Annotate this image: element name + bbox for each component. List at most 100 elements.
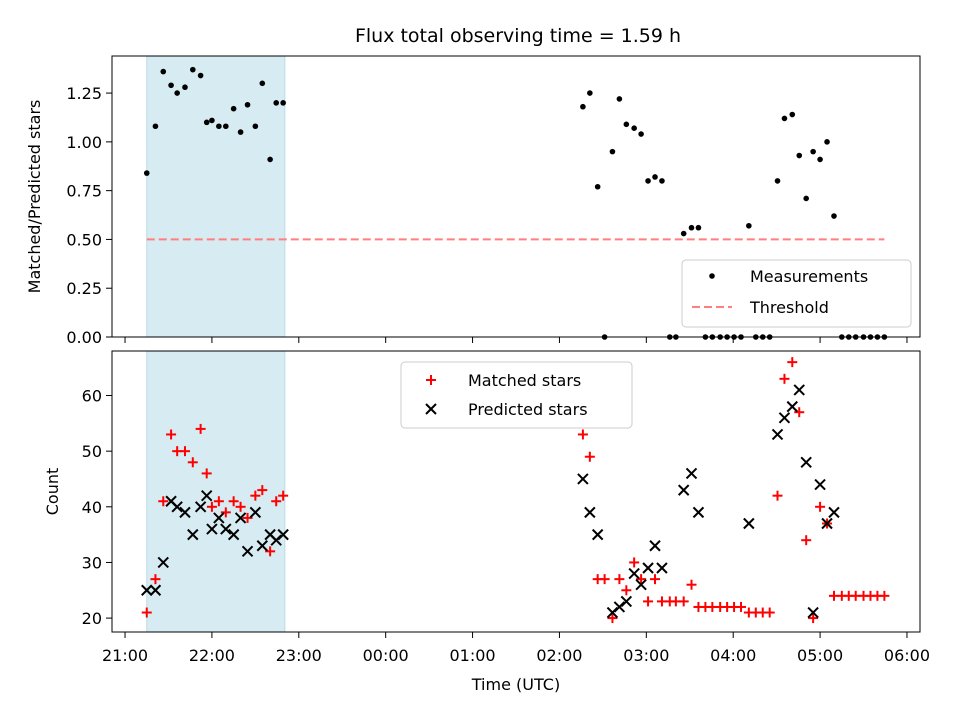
x-axis-label: Time (UTC) <box>471 675 560 694</box>
x-tick-label: 23:00 <box>276 646 322 665</box>
matched-star-point <box>815 501 826 512</box>
measurement-point <box>638 131 644 137</box>
measurement-point <box>781 115 788 122</box>
y-tick-label: 0.50 <box>66 230 102 249</box>
legend-cross <box>425 403 437 415</box>
measurement-point <box>152 123 159 130</box>
y-tick-label: 0.75 <box>66 182 102 201</box>
matched-star-point <box>808 613 819 624</box>
matched-star-point <box>201 468 212 479</box>
measurement-point <box>831 213 837 219</box>
matched-star-point <box>187 457 198 468</box>
measurement-point <box>203 119 210 126</box>
y-tick-label: 1.00 <box>66 133 102 152</box>
measurement-point <box>160 68 167 75</box>
measurement-point <box>695 224 702 231</box>
matched-star-point <box>213 496 224 507</box>
predicted-star-point <box>771 428 784 441</box>
measurement-point <box>616 96 623 102</box>
matched-star-point <box>772 490 783 501</box>
count-subplot: 20 30 40 50 60 21:00 22:00 23:00 00:00 01:00 02:0… <box>43 350 930 694</box>
bottom-observing-interval <box>146 350 286 633</box>
measurement-point <box>237 129 244 135</box>
y-tick-label: 20 <box>82 609 102 628</box>
measurement-point <box>609 148 616 155</box>
y-tick-label: 40 <box>82 498 102 517</box>
measurement-point <box>209 117 215 124</box>
x-tick-label: 01:00 <box>450 646 496 665</box>
measurement-point <box>803 195 809 202</box>
matched-star-point <box>629 557 640 568</box>
predicted-star-point <box>814 478 826 491</box>
measurement-point <box>273 100 280 106</box>
predicted-star-point <box>685 467 698 480</box>
y-tick-label: 0.25 <box>66 279 102 298</box>
matched-star-point <box>577 429 588 440</box>
x-tick-label: 00:00 <box>363 646 409 665</box>
predicted-star-point <box>778 412 791 424</box>
predicted-star-point <box>234 512 247 524</box>
predicted-star-point <box>743 517 755 530</box>
legend-label-threshold: Threshold <box>749 298 829 317</box>
measurement-point <box>774 178 781 184</box>
matched-star-point <box>250 490 261 501</box>
top-y-axis: 0.00 0.25 0.50 0.75 1.00 1.25 <box>66 84 112 347</box>
matched-star-point <box>621 585 632 596</box>
x-tick-label: 21:00 <box>102 646 148 665</box>
measurement-point <box>168 82 174 89</box>
x-tick-label: 03:00 <box>623 646 669 665</box>
bottom-axes-frame <box>111 350 921 633</box>
matched-star-point <box>599 574 610 585</box>
measurement-point <box>223 123 229 130</box>
predicted-star-point <box>256 540 269 552</box>
predicted-star-point <box>649 540 661 552</box>
measurement-point <box>659 178 665 184</box>
predicted-star-point <box>157 556 169 569</box>
matched-star-point <box>686 579 697 590</box>
matched-star-point <box>220 507 231 518</box>
measurement-point <box>252 123 259 130</box>
measurement-point <box>230 105 237 112</box>
measurement-point <box>817 156 823 163</box>
predicted-star-point <box>591 528 604 541</box>
predicted-star-point <box>277 528 289 541</box>
bottom-x-axis: 21:00 22:00 23:00 00:00 01:00 02:00 03:00 04:00… <box>102 632 930 665</box>
predicted-star-point <box>194 501 207 513</box>
top-legend: Measurements Threshold <box>681 259 912 328</box>
top-legend-box <box>681 259 912 328</box>
matched-star-point <box>179 446 190 457</box>
measurement-point <box>652 174 658 180</box>
top-y-axis-label: Matched/Predicted stars <box>25 100 44 294</box>
predicted-star-point <box>584 506 596 519</box>
matched-star-point <box>584 451 595 462</box>
y-tick-label: 50 <box>82 442 102 461</box>
legend-label-matched: Matched stars <box>468 371 581 390</box>
measurement-point <box>216 123 222 130</box>
predicted-star-point <box>187 528 199 541</box>
ratio-subplot: 0.00 0.25 0.50 0.75 1.00 1.25 Matched/Predict… <box>25 55 921 347</box>
measurement-point <box>645 178 651 184</box>
predicted-star-point <box>800 456 812 468</box>
matched-star-point <box>607 613 618 624</box>
y-tick-label: 30 <box>82 553 102 572</box>
predicted-star-points <box>141 384 840 619</box>
measurement-point <box>197 72 204 79</box>
predicted-star-point <box>200 489 213 502</box>
matched-star-point <box>614 574 625 585</box>
measurement-point <box>259 80 266 87</box>
predicted-star-point <box>577 473 589 485</box>
predicted-star-point <box>656 562 668 574</box>
measurement-point <box>587 90 593 96</box>
predicted-star-point <box>821 517 833 530</box>
predicted-star-point <box>786 400 798 413</box>
predicted-star-point <box>171 501 183 513</box>
bottom-y-axis: 20 30 40 50 60 <box>82 387 112 628</box>
predicted-star-point <box>635 578 647 591</box>
measurement-point <box>244 101 251 108</box>
predicted-star-point <box>828 506 840 519</box>
measurement-point <box>810 148 816 155</box>
legend-label-measurements: Measurements <box>750 267 868 286</box>
x-tick-label: 02:00 <box>536 646 582 665</box>
matched-star-point <box>636 574 647 585</box>
